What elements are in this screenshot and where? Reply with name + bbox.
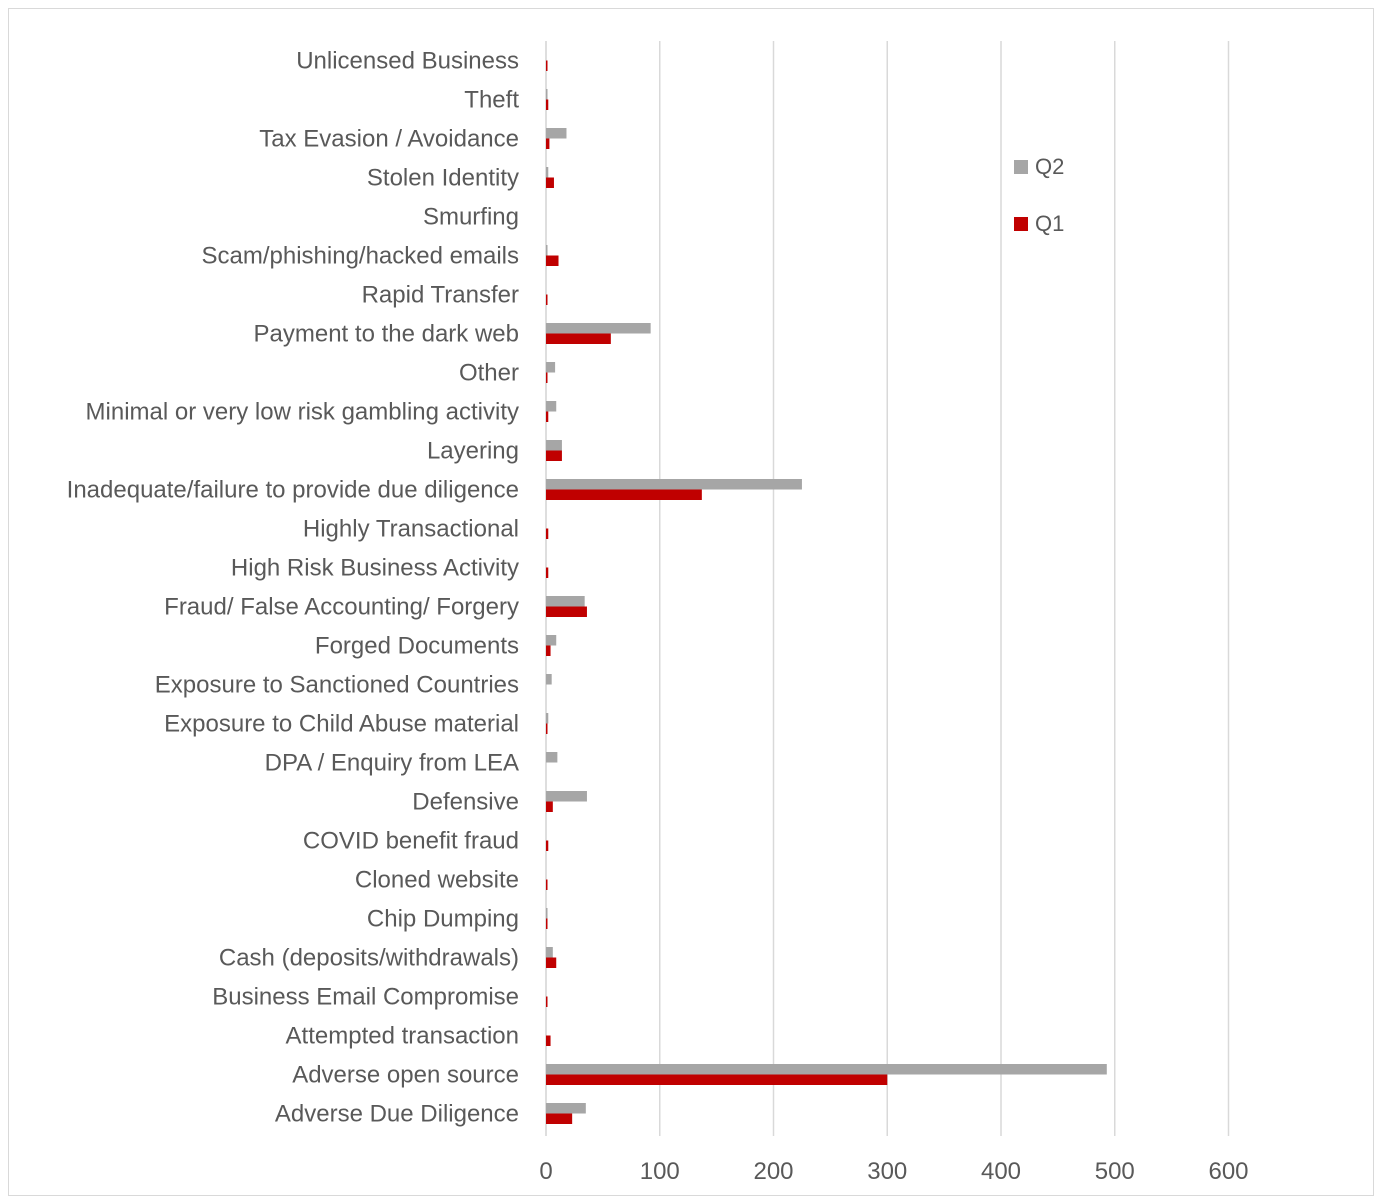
category-label: Chip Dumping <box>367 906 519 933</box>
category-label: Highly Transactional <box>303 516 519 543</box>
category-label: Other <box>459 360 519 387</box>
category-label: Cloned website <box>355 867 519 894</box>
category-label: COVID benefit fraud <box>303 828 519 855</box>
category-label: Unlicensed Business <box>296 48 519 75</box>
x-tick-label: 400 <box>981 1158 1021 1185</box>
category-label: Exposure to Child Abuse material <box>164 711 519 738</box>
bar-q1 <box>546 879 548 890</box>
bar-q2 <box>546 128 567 139</box>
bar-q2 <box>546 167 549 178</box>
bar-q2 <box>546 674 552 685</box>
category-label: Adverse Due Diligence <box>275 1101 519 1128</box>
bar-q1 <box>546 1074 888 1085</box>
bar-q1 <box>546 1113 573 1124</box>
bar-q1 <box>546 918 548 929</box>
bar-q1 <box>546 645 551 656</box>
bar-chart: Unlicensed Business Theft Tax Evasion / Av… <box>67 41 1249 1185</box>
x-tick-labels: 0 100 200 300 400 500 600 <box>539 1158 1248 1185</box>
bar-q1 <box>546 255 559 266</box>
bar-q1 <box>546 177 554 188</box>
category-label: Scam/phishing/hacked emails <box>202 243 520 270</box>
category-label: Cash (deposits/withdrawals) <box>219 945 519 972</box>
bar-q1 <box>546 567 549 578</box>
category-label: Business Email Compromise <box>212 984 519 1011</box>
bar-q2 <box>546 479 802 490</box>
bar-q1 <box>546 1035 551 1046</box>
x-tick-label: 100 <box>640 1158 680 1185</box>
bar-q1 <box>546 99 549 110</box>
legend-label-q1: Q1 <box>1035 211 1064 236</box>
bar-q1 <box>546 450 562 461</box>
bar-q1 <box>546 528 549 539</box>
x-tick-label: 500 <box>1095 1158 1135 1185</box>
x-tick-label: 600 <box>1208 1158 1248 1185</box>
bar-q2 <box>546 440 562 451</box>
bar-q2 <box>546 401 557 412</box>
bar-q1 <box>546 957 557 968</box>
bar-q2 <box>546 596 585 607</box>
bar-q1 <box>546 333 611 344</box>
bar-q2 <box>546 752 558 763</box>
bar-q2 <box>546 635 557 646</box>
x-tick-label: 300 <box>867 1158 907 1185</box>
bar-q1 <box>546 60 548 71</box>
category-label: Minimal or very low risk gambling activi… <box>86 399 519 426</box>
category-label: Rapid Transfer <box>362 282 519 309</box>
legend-swatch-q2 <box>1014 160 1028 174</box>
bar-q1 <box>546 840 549 851</box>
category-labels: Unlicensed Business Theft Tax Evasion / Av… <box>67 48 520 1128</box>
category-label: DPA / Enquiry from LEA <box>265 750 519 777</box>
bar-q2 <box>546 947 553 958</box>
bar-q1 <box>546 411 549 422</box>
bar-q1 <box>546 489 702 500</box>
bar-q2 <box>546 245 548 256</box>
legend-label-q2: Q2 <box>1035 154 1064 179</box>
chart-frame: Unlicensed Business Theft Tax Evasion / Av… <box>8 8 1374 1196</box>
bars <box>546 60 1107 1124</box>
x-tick-label: 0 <box>539 1158 552 1185</box>
category-label: Exposure to Sanctioned Countries <box>155 672 519 699</box>
bar-q2 <box>546 1064 1107 1075</box>
category-label: Stolen Identity <box>367 165 519 192</box>
category-label: Payment to the dark web <box>254 321 519 348</box>
bar-q2 <box>546 362 556 373</box>
category-label: Forged Documents <box>315 633 519 660</box>
category-label: Theft <box>464 87 519 114</box>
bar-q2 <box>546 713 549 724</box>
bar-q1 <box>546 372 548 383</box>
bar-q1 <box>546 138 550 149</box>
x-tick-label: 200 <box>753 1158 793 1185</box>
bar-q1 <box>546 294 548 305</box>
category-label: High Risk Business Activity <box>231 555 519 582</box>
legend: Q2 Q1 <box>1014 154 1064 236</box>
bar-q1 <box>546 606 587 617</box>
gridlines <box>545 41 1230 1136</box>
category-label: Adverse open source <box>292 1062 519 1089</box>
legend-swatch-q1 <box>1014 217 1028 231</box>
category-label: Tax Evasion / Avoidance <box>259 126 519 153</box>
bar-q2 <box>546 908 548 919</box>
category-label: Smurfing <box>423 204 519 231</box>
bar-q1 <box>546 996 548 1007</box>
category-label: Inadequate/failure to provide due dilige… <box>67 477 519 504</box>
bar-q1 <box>546 723 548 734</box>
bar-q2 <box>546 323 651 334</box>
bar-q2 <box>546 791 587 802</box>
category-label: Layering <box>427 438 519 465</box>
category-label: Attempted transaction <box>286 1023 519 1050</box>
bar-q2 <box>546 89 548 100</box>
category-label: Fraud/ False Accounting/ Forgery <box>164 594 519 621</box>
bar-q2 <box>546 1103 586 1114</box>
bar-q1 <box>546 801 553 812</box>
category-label: Defensive <box>412 789 519 816</box>
